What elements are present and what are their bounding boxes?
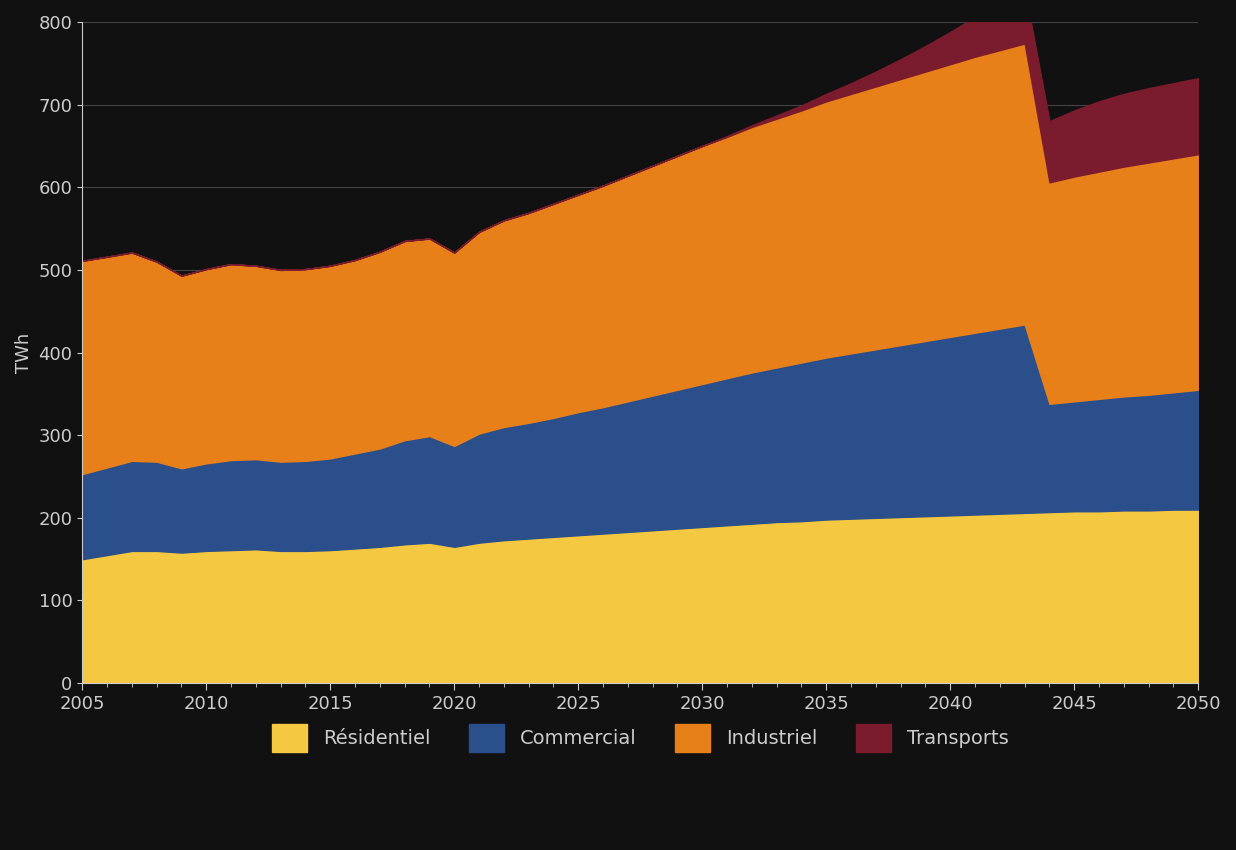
Y-axis label: TWh: TWh: [15, 332, 33, 372]
Legend: Résidentiel, Commercial, Industriel, Transports: Résidentiel, Commercial, Industriel, Tra…: [265, 717, 1016, 759]
